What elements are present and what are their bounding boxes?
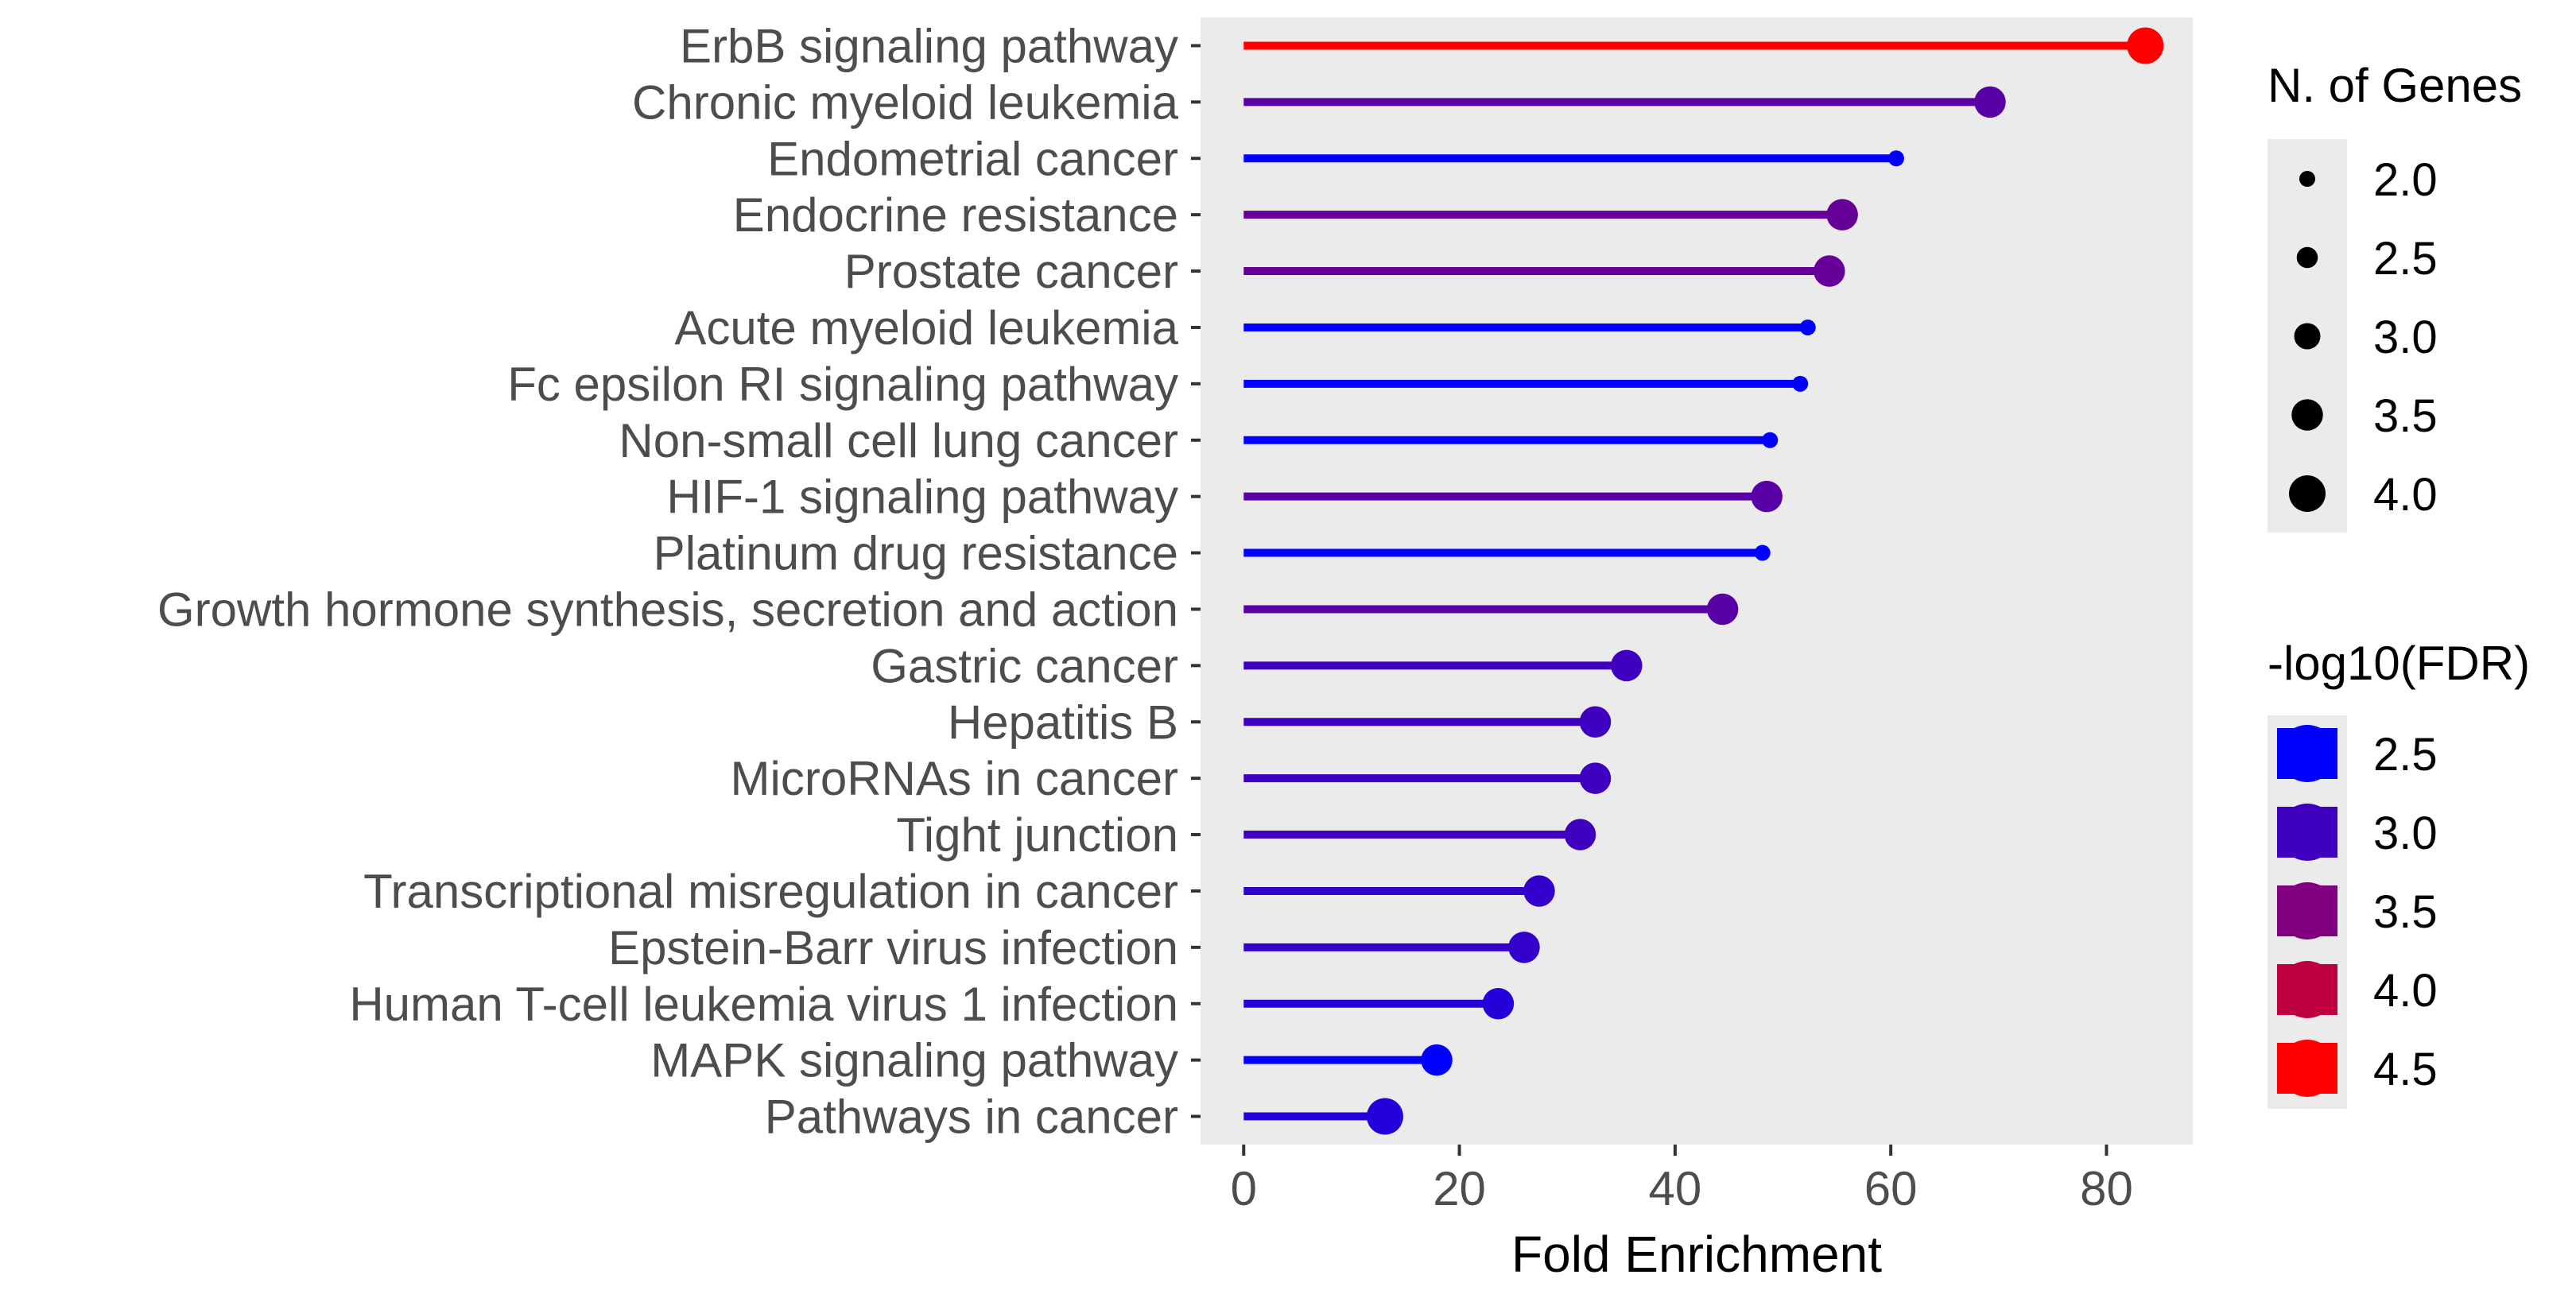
size-legend-symbol xyxy=(2291,399,2323,431)
y-tick-label: Non-small cell lung cancer xyxy=(619,414,1178,467)
lollipop-point xyxy=(1799,319,1816,335)
color-legend-label: 4.0 xyxy=(2373,965,2438,1017)
lollipop-point xyxy=(1579,762,1612,794)
lollipop-stems xyxy=(1243,41,2146,1121)
y-tick-label: Growth hormone synthesis, secretion and … xyxy=(157,583,1178,636)
lollipop-point xyxy=(1579,706,1612,738)
lollipop-point xyxy=(1482,988,1515,1020)
x-tick-label: 40 xyxy=(1648,1162,1701,1215)
y-tick-label: MicroRNAs in cancer xyxy=(731,752,1178,805)
x-tick-label: 0 xyxy=(1231,1162,1257,1215)
y-tick-label: Epstein-Barr virus infection xyxy=(608,921,1178,974)
y-tick-label: Transcriptional misregulation in cancer xyxy=(363,865,1178,918)
lollipop-point xyxy=(1751,480,1783,513)
color-legend: -log10(FDR) 2.5 3.0 3.5 4.0 4.5 xyxy=(2268,637,2530,1109)
y-tick-label: HIF-1 signaling pathway xyxy=(666,471,1178,524)
color-legend-symbol xyxy=(2279,961,2336,1018)
lollipop-point xyxy=(1421,1044,1453,1076)
lollipop-point xyxy=(1814,255,1845,287)
color-legend-label: 2.5 xyxy=(2373,729,2438,781)
color-legend-label: 3.5 xyxy=(2373,886,2438,938)
lollipop-point xyxy=(1826,199,1858,231)
size-legend-label: 3.5 xyxy=(2373,390,2438,442)
size-legend-label: 2.5 xyxy=(2373,233,2438,285)
plot-panel xyxy=(1201,17,2193,1145)
y-tick-label: Endocrine resistance xyxy=(733,188,1178,242)
lollipop-point xyxy=(1611,649,1643,682)
x-axis-title: Fold Enrichment xyxy=(1511,1226,1882,1283)
x-tick-label: 80 xyxy=(2080,1162,2133,1215)
lollipop-point xyxy=(1887,150,1904,167)
color-legend-symbol xyxy=(2279,882,2336,940)
color-legend-symbol xyxy=(2279,1040,2336,1097)
lollipop-points xyxy=(1366,27,2164,1135)
size-legend: N. of Genes 2.0 2.5 3.0 3.5 4.0 xyxy=(2268,59,2522,533)
color-legend-label: 3.0 xyxy=(2373,808,2438,859)
size-legend-label: 3.0 xyxy=(2373,312,2438,363)
lollipop-point xyxy=(1762,432,1779,448)
y-tick-label: Tight junction xyxy=(896,808,1178,862)
size-legend-symbol xyxy=(2289,475,2326,512)
y-tick-label: Pathways in cancer xyxy=(765,1091,1178,1144)
size-legend-symbol xyxy=(2299,171,2315,187)
lollipop-point xyxy=(1754,544,1771,561)
x-tick-label: 60 xyxy=(1864,1162,1918,1215)
lollipop-point xyxy=(2127,27,2164,64)
y-tick-label: MAPK signaling pathway xyxy=(650,1034,1178,1087)
y-tick-label: Chronic myeloid leukemia xyxy=(632,76,1179,129)
color-legend-symbol xyxy=(2279,725,2336,782)
size-legend-title: N. of Genes xyxy=(2268,59,2522,112)
y-tick-label: Platinum drug resistance xyxy=(654,527,1178,580)
y-tick-label: Endometrial cancer xyxy=(767,132,1178,185)
size-legend-label: 2.0 xyxy=(2373,154,2438,206)
y-tick-label: Fc epsilon RI signaling pathway xyxy=(507,358,1178,411)
lollipop-point xyxy=(1792,375,1809,392)
y-tick-label: Prostate cancer xyxy=(844,245,1178,298)
size-legend-symbol xyxy=(2294,323,2321,350)
size-legend-label: 4.0 xyxy=(2373,469,2438,521)
lollipop-point xyxy=(1974,86,2006,118)
size-legend-symbol xyxy=(2296,246,2318,269)
x-tick-label: 20 xyxy=(1433,1162,1486,1215)
lollipop-point xyxy=(1564,819,1596,850)
y-tick-label: ErbB signaling pathway xyxy=(680,19,1178,72)
color-legend-symbol xyxy=(2279,804,2336,861)
y-tick-label: Hepatitis B xyxy=(948,695,1178,749)
y-tick-label: Acute myeloid leukemia xyxy=(674,301,1178,354)
y-tick-label: Gastric cancer xyxy=(871,639,1178,692)
lollipop-point xyxy=(1366,1098,1403,1135)
color-legend-title: -log10(FDR) xyxy=(2268,637,2530,690)
lollipop-point xyxy=(1523,875,1555,907)
color-legend-label: 4.5 xyxy=(2373,1044,2438,1095)
x-axis: 0 20 40 60 80 xyxy=(1231,1145,2133,1215)
lollipop-point xyxy=(1706,593,1739,626)
lollipop-point xyxy=(1508,932,1540,963)
y-tick-label: Human T-cell leukemia virus 1 infection xyxy=(349,978,1178,1031)
